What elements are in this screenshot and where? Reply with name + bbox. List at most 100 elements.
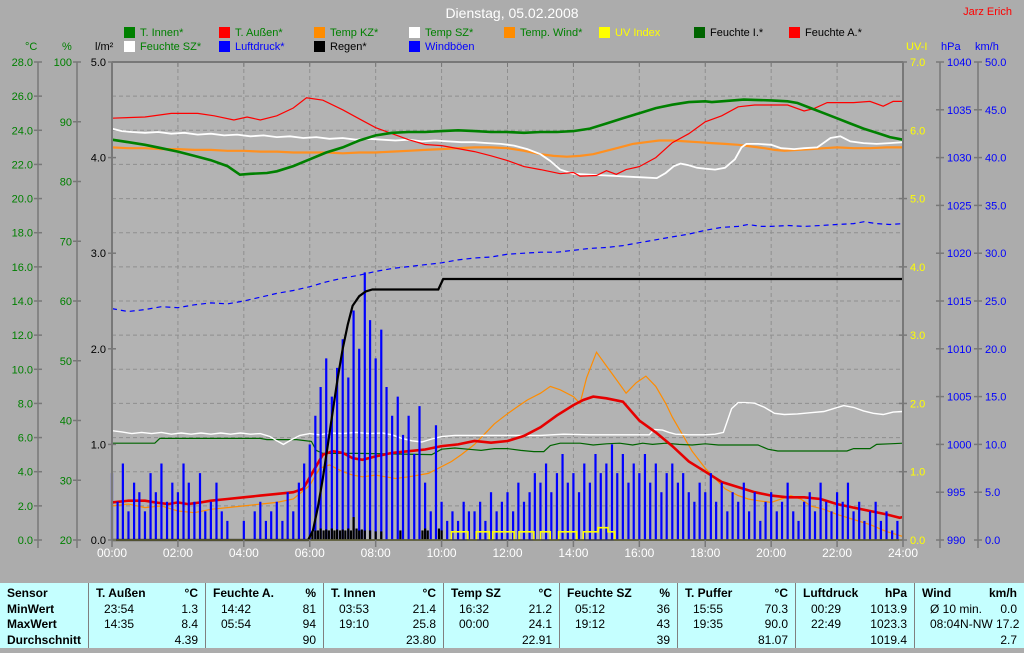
axis-tick-label-humidity_pct: 30	[60, 475, 72, 487]
x-axis-label: 20:00	[756, 546, 786, 560]
axis-tick-label-pressure_hpa: 1020	[947, 248, 971, 260]
min-value: 21.4	[412, 601, 436, 616]
table-row: 00:29 1013.9	[796, 602, 914, 618]
series-line-temp-wind	[111, 350, 904, 538]
watermark-user-name: Jarz Erich	[963, 6, 1012, 18]
axis-tick-label-humidity_pct: 100	[54, 57, 72, 69]
sensor-unit: %	[659, 586, 670, 600]
legend-color-swatch	[219, 27, 230, 38]
min-time: 00:29	[811, 601, 842, 616]
table-row: 15:55 70.3	[678, 602, 795, 618]
min-time: 14:42	[221, 601, 252, 616]
axis-tick-label-uv_index: 4.0	[910, 262, 925, 274]
max-time: 19:12	[575, 617, 606, 631]
axis-tick-label-wind_kmh: 50.0	[985, 57, 1006, 69]
min-value: 1.3	[181, 601, 198, 616]
table-column-luftdruck: Luftdruck hPa 00:29 1013.9 22:49 1023.3 1019.4	[795, 583, 914, 648]
row-label: MinWert	[7, 601, 55, 616]
axis-tick-label-temp_c: 16.0	[12, 262, 33, 274]
axis-tick-label-pressure_hpa: 1015	[947, 296, 971, 308]
sensor-name: Feuchte SZ	[567, 586, 632, 600]
axis-tick-label-rain_lm2: 5.0	[91, 57, 106, 69]
legend-color-swatch	[694, 27, 705, 38]
axis-tick-label-wind_kmh: 45.0	[985, 105, 1006, 117]
series-line-feuchte-sz	[111, 401, 904, 446]
table-row: 39	[560, 633, 677, 649]
legend-item-temp-sz-: Temp SZ*	[409, 27, 473, 39]
table-row: 16:32 21.2	[444, 602, 559, 618]
min-time: 15:55	[693, 601, 724, 616]
max-time: 08:04	[930, 617, 961, 631]
x-axis-label: 22:00	[822, 546, 852, 560]
axis-tick-label-pressure_hpa: 1040	[947, 57, 971, 69]
axis-tick-label-pressure_hpa: 990	[947, 535, 965, 547]
axis-tick-label-uv_index: 3.0	[910, 330, 925, 342]
legend-color-swatch	[504, 27, 515, 38]
legend-label: Temp SZ*	[425, 27, 474, 39]
legend-item-feuchte-sz-: Feuchte SZ*	[124, 41, 201, 53]
axis-tick-label-rain_lm2: 0.0	[91, 535, 106, 547]
table-row: 90	[206, 633, 323, 649]
axis-tick-label-rain_lm2: 3.0	[91, 248, 106, 260]
avg-value: 22.91	[521, 632, 552, 647]
axis-tick-label-temp_c: 0.0	[18, 535, 33, 547]
sensor-unit: °C	[774, 586, 788, 600]
axis-tick-label-temp_c: 12.0	[12, 330, 33, 342]
avg-value: 90	[302, 632, 316, 647]
axis-unit-humidity_pct: %	[62, 41, 72, 53]
axis-tick-label-wind_kmh: 40.0	[985, 153, 1006, 165]
axis-tick-label-pressure_hpa: 1030	[947, 153, 971, 165]
sensor-name: Luftdruck	[803, 586, 859, 600]
x-axis-label: 14:00	[558, 546, 588, 560]
table-row: 05:12 36	[560, 602, 677, 618]
max-value: 43	[656, 617, 670, 631]
legend-color-swatch	[219, 41, 230, 52]
legend-color-swatch	[314, 41, 325, 52]
legend-color-swatch	[409, 41, 420, 52]
x-axis-label: 16:00	[624, 546, 654, 560]
table-row: Feuchte SZ%	[560, 586, 677, 602]
avg-value: 81.07	[757, 632, 788, 647]
avg-value: 39	[656, 632, 670, 647]
legend-item-t-innen-: T. Innen*	[124, 27, 183, 39]
x-axis-label: 10:00	[427, 546, 457, 560]
table-column-t-au-en: T. Außen °C 23:54 1.3 14:35 8.4 4.39	[88, 583, 205, 648]
max-value: 25.8	[412, 617, 436, 631]
table-row: 03:53 21.4	[324, 602, 443, 618]
legend-label: Luftdruck*	[235, 41, 285, 53]
sensor-unit: °C	[422, 586, 436, 600]
sensor-name: Temp SZ	[451, 586, 501, 600]
series-bars-regen-intervall	[311, 517, 443, 540]
row-label: MaxWert	[7, 617, 57, 631]
table-row: 19:35 90.0	[678, 617, 795, 633]
legend-item-uv-index: UV Index	[599, 27, 660, 39]
table-column-wind: Wind km/h Ø 10 min. 0.0 08:04 N-NW 17.2 2.7	[914, 583, 1024, 648]
axis-tick-label-pressure_hpa: 1035	[947, 105, 971, 117]
table-column-temp-sz: Temp SZ °C 16:32 21.2 00:00 24.1 22.91	[443, 583, 559, 648]
axis-tick-label-wind_kmh: 15.0	[985, 392, 1006, 404]
max-value: 90.0	[764, 617, 788, 631]
table-column-feuchte-a-: Feuchte A.% 14:42 81 05:54 94 90	[205, 583, 323, 648]
max-value: 24.1	[528, 617, 552, 631]
table-row: Durchschnitt	[0, 633, 88, 649]
table-row: T. Puffer °C	[678, 586, 795, 602]
series-line-luftdruck	[111, 221, 904, 313]
table-row: 23.80	[324, 633, 443, 649]
avg-value: 4.39	[174, 632, 198, 647]
table-row-labels: Sensor MinWert MaxWert Durchschnitt	[0, 583, 88, 648]
sensor-name: Wind	[922, 586, 952, 600]
table-row: 19:12 43	[560, 617, 677, 633]
axis-tick-label-wind_kmh: 35.0	[985, 200, 1006, 212]
max-value: N-NW 17.2	[960, 617, 1020, 631]
axis-tick-label-rain_lm2: 2.0	[91, 344, 106, 356]
min-value: 21.2	[528, 601, 552, 616]
min-value: 0.0	[1000, 601, 1017, 616]
legend-color-swatch	[789, 27, 800, 38]
axis-tick-label-temp_c: 6.0	[18, 433, 33, 445]
axis-tick-label-temp_c: 18.0	[12, 228, 33, 240]
axis-tick-label-uv_index: 1.0	[910, 467, 925, 479]
x-axis-label: 06:00	[295, 546, 325, 560]
min-time: Ø 10 min.	[930, 601, 983, 616]
axis-tick-label-pressure_hpa: 1010	[947, 344, 971, 356]
